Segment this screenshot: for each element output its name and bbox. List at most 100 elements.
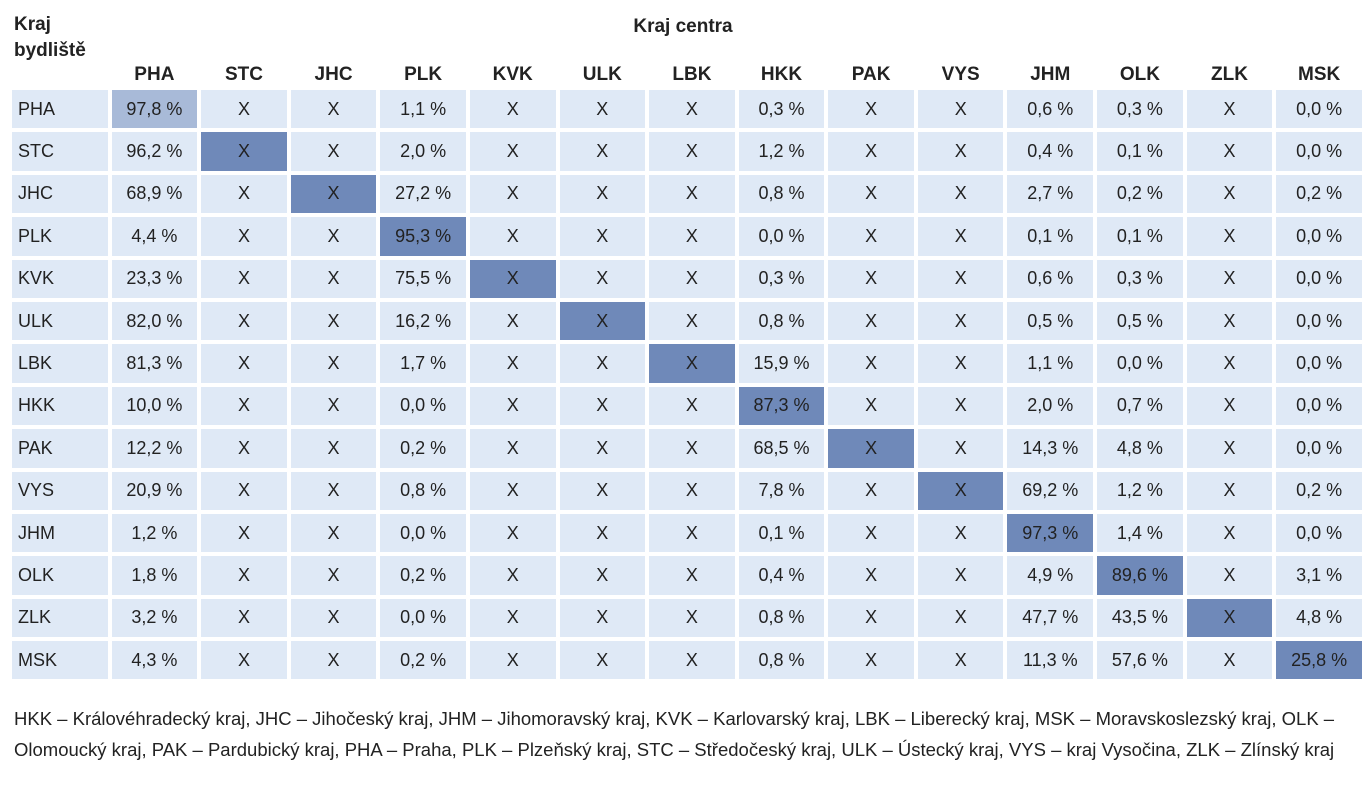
table-cell: X bbox=[917, 132, 1004, 171]
table-cell: X bbox=[1186, 259, 1273, 298]
table-cell: X bbox=[649, 556, 735, 595]
table-cell: 75,5 % bbox=[380, 259, 466, 298]
table-cell: 2,0 % bbox=[380, 132, 466, 171]
table-row: PHA 97,8 % X X 1,1 % X X X 0,3 % X X 0,6 % 0,3 % X 0,0… bbox=[12, 90, 1362, 129]
table-cell: X bbox=[828, 386, 914, 426]
table-cell: X bbox=[201, 386, 287, 426]
table-cell: 3,2 % bbox=[111, 598, 198, 638]
table-row: MSK 4,3 % X X 0,2 % X X X 0,8 % X X 11,3 % 57,6 % X 25… bbox=[12, 641, 1362, 680]
table-cell: 0,0 % bbox=[1097, 344, 1183, 383]
table-cell: 0,2 % bbox=[380, 641, 466, 680]
table-cell: X bbox=[469, 386, 556, 426]
table-cell: 47,7 % bbox=[1007, 598, 1094, 638]
row-label-pak: PAK bbox=[12, 429, 108, 468]
table-cell: X bbox=[917, 598, 1004, 638]
table-cell: 23,3 % bbox=[111, 259, 198, 298]
table-cell: 0,4 % bbox=[738, 556, 825, 595]
table-cell: 87,3 % bbox=[738, 386, 825, 426]
table-cell: 96,2 % bbox=[111, 132, 198, 171]
column-header-zlk: ZLK bbox=[1211, 64, 1248, 85]
table-cell: X bbox=[1186, 174, 1273, 214]
table-cell: 0,0 % bbox=[1276, 386, 1362, 426]
row-label-jhc: JHC bbox=[12, 174, 108, 214]
table-cell: X bbox=[290, 301, 377, 341]
table-cell: X bbox=[290, 556, 377, 595]
table-cell: 0,0 % bbox=[1276, 132, 1362, 171]
row-label-zlk: ZLK bbox=[12, 598, 108, 638]
column-header-jhc: JHC bbox=[314, 64, 353, 85]
table-cell: X bbox=[917, 513, 1004, 553]
table-cell: 0,3 % bbox=[738, 259, 825, 298]
table-cell: 1,8 % bbox=[111, 556, 198, 595]
row-axis-title-line1: Kraj bbox=[14, 14, 51, 35]
table-cell: 0,5 % bbox=[1097, 301, 1183, 341]
column-header-olk: OLK bbox=[1119, 64, 1160, 85]
table-cell: X bbox=[1186, 132, 1273, 171]
table-cell: 2,0 % bbox=[1007, 386, 1094, 426]
table-cell: X bbox=[559, 556, 646, 595]
table-cell: X bbox=[201, 217, 287, 256]
table-cell: X bbox=[201, 259, 287, 298]
table-cell: 15,9 % bbox=[738, 344, 825, 383]
table-cell: 0,3 % bbox=[1097, 259, 1183, 298]
table-cell: X bbox=[290, 217, 377, 256]
table-cell: X bbox=[1186, 429, 1273, 468]
row-label-olk: OLK bbox=[12, 556, 108, 595]
table-cell: 1,4 % bbox=[1097, 513, 1183, 553]
table-cell: 0,3 % bbox=[738, 90, 825, 129]
table-cell: X bbox=[290, 513, 377, 553]
table-cell: X bbox=[828, 513, 914, 553]
table-cell: X bbox=[1186, 513, 1273, 553]
table-cell: X bbox=[917, 471, 1004, 510]
table-cell: X bbox=[469, 641, 556, 680]
table-cell: 27,2 % bbox=[380, 174, 466, 214]
table-row: VYS 20,9 % X X 0,8 % X X X 7,8 % X X 69,2 % 1,2 % X 0,… bbox=[12, 471, 1362, 510]
table-cell: X bbox=[469, 259, 556, 298]
table-cell: X bbox=[559, 217, 646, 256]
table-cell: X bbox=[469, 344, 556, 383]
column-header-vys: VYS bbox=[941, 64, 980, 85]
table-cell: X bbox=[917, 429, 1004, 468]
table-cell: 4,8 % bbox=[1276, 598, 1362, 638]
table-cell: X bbox=[828, 132, 914, 171]
table-cell: 0,5 % bbox=[1007, 301, 1094, 341]
table-cell: 0,2 % bbox=[1097, 174, 1183, 214]
table-cell: X bbox=[828, 344, 914, 383]
table-cell: 0,3 % bbox=[1097, 90, 1183, 129]
table-cell: 0,2 % bbox=[1276, 471, 1362, 510]
table-cell: 0,6 % bbox=[1007, 90, 1094, 129]
table-cell: X bbox=[559, 598, 646, 638]
table-cell: X bbox=[649, 513, 735, 553]
table-row: OLK 1,8 % X X 0,2 % X X X 0,4 % X X 4,9 % 89,6 % X 3,1… bbox=[12, 556, 1362, 595]
table-cell: 0,0 % bbox=[1276, 429, 1362, 468]
table-cell: 0,2 % bbox=[1276, 174, 1362, 214]
table-cell: X bbox=[201, 598, 287, 638]
row-axis-title-line2: bydliště bbox=[14, 40, 86, 61]
table-cell: 0,8 % bbox=[738, 301, 825, 341]
table-cell: X bbox=[1186, 386, 1273, 426]
table-cell: X bbox=[559, 301, 646, 341]
table-cell: X bbox=[201, 513, 287, 553]
table-cell: X bbox=[469, 471, 556, 510]
table-cell: 1,2 % bbox=[111, 513, 198, 553]
table-cell: 1,1 % bbox=[380, 90, 466, 129]
table-cell: X bbox=[201, 641, 287, 680]
table-cell: X bbox=[469, 429, 556, 468]
table-cell: 1,7 % bbox=[380, 344, 466, 383]
table-row: JHC 68,9 % X X 27,2 % X X X 0,8 % X X 2,7 % 0,2 % X 0,… bbox=[12, 174, 1362, 214]
table-cell: X bbox=[201, 90, 287, 129]
table-cell: 69,2 % bbox=[1007, 471, 1094, 510]
table-cell: X bbox=[828, 259, 914, 298]
table-cell: X bbox=[1186, 301, 1273, 341]
table-cell: 81,3 % bbox=[111, 344, 198, 383]
column-header-lbk: LBK bbox=[672, 64, 712, 85]
table-cell: 3,1 % bbox=[1276, 556, 1362, 595]
table-cell: 0,0 % bbox=[1276, 217, 1362, 256]
table-body: PHA 97,8 % X X 1,1 % X X X 0,3 % X X 0,6 % 0,3 % X 0,0… bbox=[12, 90, 1362, 680]
table-cell: 1,2 % bbox=[738, 132, 825, 171]
table-row: ULK 82,0 % X X 16,2 % X X X 0,8 % X X 0,5 % 0,5 % X 0,… bbox=[12, 301, 1362, 341]
table-cell: X bbox=[649, 641, 735, 680]
table-cell: X bbox=[559, 641, 646, 680]
table-cell: X bbox=[917, 259, 1004, 298]
table-cell: X bbox=[649, 259, 735, 298]
